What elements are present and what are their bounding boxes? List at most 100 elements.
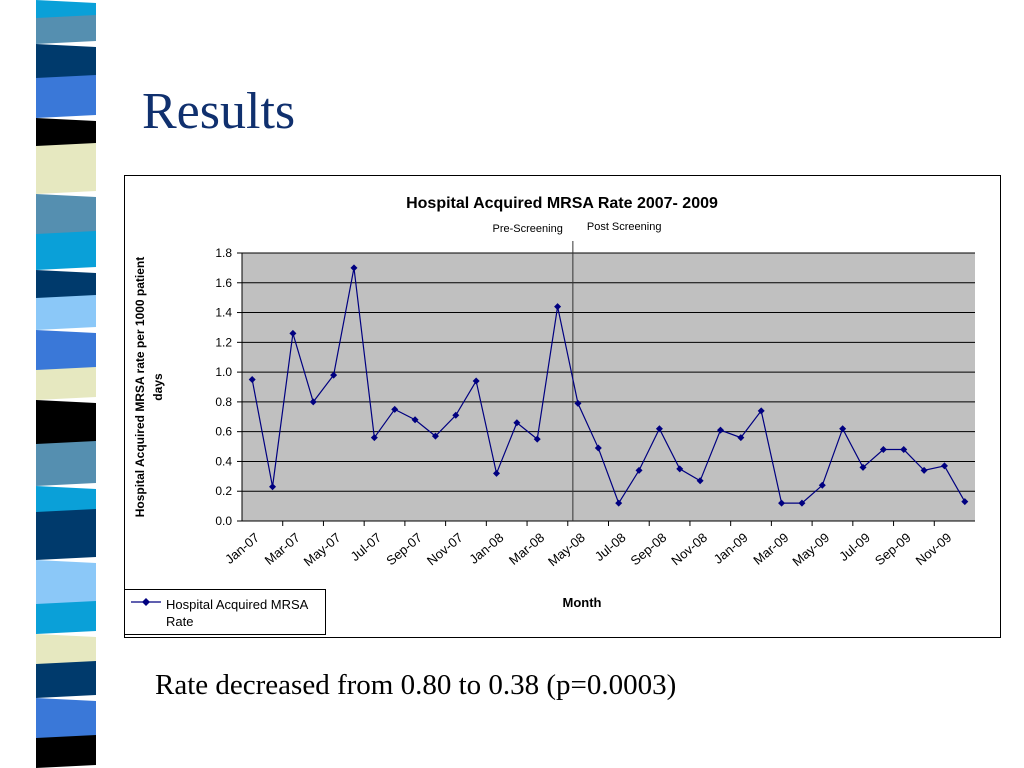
x-tick-label: Mar-09 (750, 530, 791, 568)
data-point (879, 446, 887, 454)
data-point (248, 376, 256, 384)
sidebar-stripe (36, 44, 96, 81)
sidebar-stripe (36, 601, 96, 634)
y-tick-label: 0.8 (215, 395, 232, 409)
y-tick-label: 0.6 (215, 425, 232, 439)
x-tick-label: May-07 (301, 530, 344, 569)
data-point (859, 463, 867, 471)
data-point (452, 411, 460, 419)
x-tick-label: Nov-09 (913, 530, 955, 568)
x-tick-label: May-09 (789, 530, 832, 569)
legend-series-marker-icon (131, 598, 161, 606)
y-tick-label: 1.4 (215, 306, 232, 320)
y-tick-label: 0.2 (215, 484, 232, 498)
data-point (533, 435, 541, 443)
data-point (940, 462, 948, 470)
sidebar-stripe (36, 486, 96, 515)
series-line (251, 267, 966, 505)
sidebar-stripe (36, 118, 96, 149)
data-point (818, 481, 826, 489)
sidebar-stripe (36, 143, 96, 194)
y-tick-label: 0.4 (215, 454, 232, 468)
data-point (920, 466, 928, 474)
y-axis-label-line: Hospital Acquired MRSA rate per 1000 pat… (133, 257, 147, 518)
sidebar-stripe (36, 634, 96, 667)
plot-area (242, 253, 975, 521)
sidebar-stripe (36, 441, 96, 486)
sidebar-stripe (36, 661, 96, 698)
data-point (961, 498, 969, 506)
sidebar-stripe (36, 295, 96, 330)
pre-screening-label: Pre-Screening (493, 223, 563, 235)
data-point (391, 405, 399, 413)
x-tick-label: Jul-09 (836, 530, 873, 564)
x-tick-label: Sep-07 (383, 530, 425, 568)
data-point (716, 426, 724, 434)
sidebar-stripe (36, 231, 96, 270)
data-point (594, 444, 602, 452)
chart-title: Hospital Acquired MRSA Rate 2007- 2009 (406, 195, 718, 212)
data-point (513, 419, 521, 427)
x-tick-label: Jan-08 (466, 530, 506, 567)
data-point (289, 329, 297, 337)
data-point (472, 377, 480, 385)
data-point (900, 446, 908, 454)
sidebar-stripe (36, 75, 96, 118)
data-point (635, 466, 643, 474)
y-axis-label: Hospital Acquired MRSA rate per 1000 pat… (133, 257, 165, 518)
data-point (757, 407, 765, 415)
data-point (676, 465, 684, 473)
y-tick-label: 1.6 (215, 276, 232, 290)
mrsa-line-chart: Hospital Acquired MRSA Rate 2007- 2009 0.… (133, 195, 975, 610)
post-screening-label: Post Screening (587, 221, 662, 233)
y-axis-label-line: days (151, 373, 165, 401)
sidebar-stripe (36, 698, 96, 741)
x-tick-label: Mar-08 (506, 530, 547, 568)
sidebar-stripe (36, 270, 96, 301)
data-point (655, 425, 663, 433)
sidebar-stripe (36, 194, 96, 237)
sidebar-stripe (36, 367, 96, 400)
sidebar-stripe (36, 15, 96, 44)
results-conclusion: Rate decreased from 0.80 to 0.38 (p=0.00… (155, 669, 677, 701)
data-point (411, 416, 419, 424)
data-point (778, 499, 786, 507)
x-tick-label: Sep-08 (628, 530, 670, 568)
x-axis-label: Month (563, 595, 602, 610)
y-tick-label: 1.2 (215, 335, 232, 349)
sidebar-stripe (36, 735, 96, 768)
x-tick-label: Sep-09 (872, 530, 914, 568)
sidebar-stripe (36, 400, 96, 447)
sidebar-gap (104, 0, 118, 768)
sidebar-stripe (36, 560, 96, 607)
data-point (330, 371, 338, 379)
data-point (839, 425, 847, 433)
sidebar-stripe (36, 330, 96, 373)
x-tick-label: Nov-07 (424, 530, 466, 568)
x-tick-label: Mar-07 (262, 530, 303, 568)
data-point (798, 499, 806, 507)
legend-series-label: Hospital Acquired MRSA Rate (166, 597, 308, 629)
x-tick-label: Nov-08 (668, 530, 710, 568)
data-point (615, 499, 623, 507)
data-point (696, 477, 704, 485)
data-point (370, 434, 378, 442)
x-tick-label: Jan-07 (222, 530, 262, 567)
data-point (554, 303, 562, 311)
sidebar-stripe (36, 509, 96, 560)
data-point (737, 434, 745, 442)
y-tick-label: 1.0 (215, 365, 232, 379)
x-tick-label: May-08 (545, 530, 588, 569)
data-point (269, 483, 277, 491)
y-tick-label: 0.0 (215, 514, 232, 528)
x-tick-label: Jul-07 (347, 530, 384, 564)
data-point (574, 399, 582, 407)
data-point (309, 398, 317, 406)
decorative-sidebar (36, 0, 118, 768)
x-tick-label: Jan-09 (711, 530, 751, 567)
data-point (493, 469, 501, 477)
x-tick-label: Jul-08 (592, 530, 629, 564)
chart-legend: Hospital Acquired MRSA Rate (124, 589, 326, 635)
data-point (350, 264, 358, 272)
slide-title: Results (142, 83, 296, 140)
